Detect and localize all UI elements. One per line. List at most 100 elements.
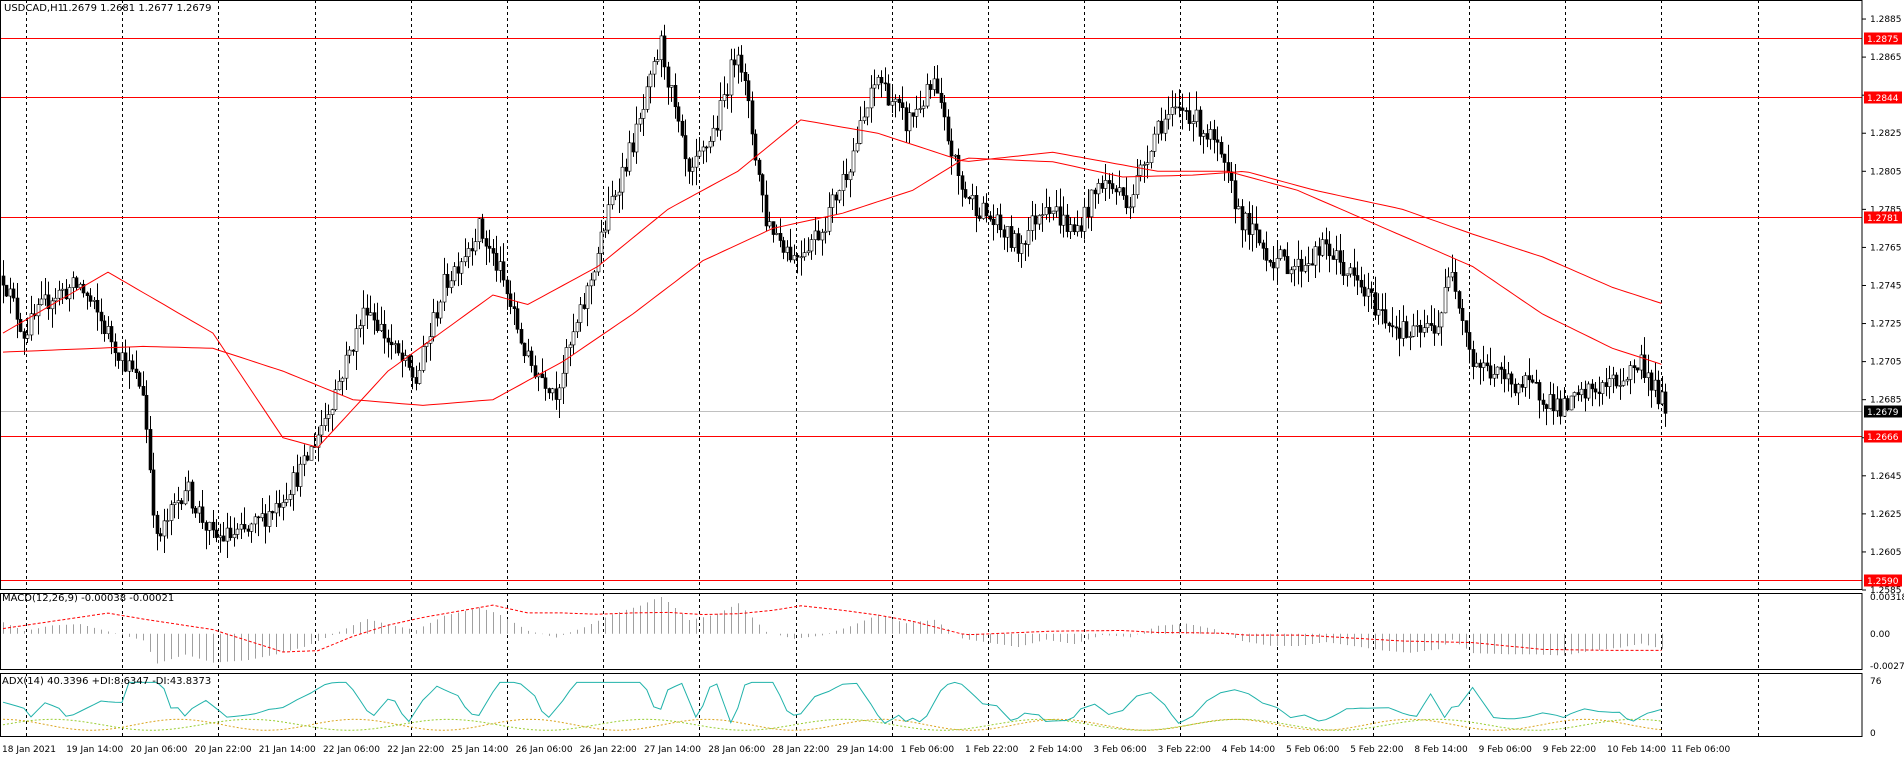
time-tick-label: 2 Feb 14:00 <box>1029 745 1083 755</box>
candle-body <box>1425 323 1430 329</box>
level-price-text: 1.2590 <box>1867 577 1899 587</box>
candle-body <box>1096 183 1101 195</box>
candle-body <box>67 287 72 300</box>
candle-body <box>1481 362 1486 368</box>
candle-body <box>550 388 555 394</box>
candle-body <box>431 312 436 337</box>
candle-body <box>53 297 58 302</box>
macd-tick-label: 0.00 <box>1870 630 1890 640</box>
time-tick-label: 3 Feb 22:00 <box>1158 745 1212 755</box>
candle-body <box>1362 286 1367 297</box>
price-panel[interactable]: 1.28851.28651.28451.28251.28051.27851.27… <box>0 0 1902 596</box>
candle-body <box>141 386 146 396</box>
candle-body <box>918 108 923 110</box>
candle-body <box>809 239 814 252</box>
candle-body <box>340 377 345 382</box>
candle-body <box>1093 189 1098 195</box>
candle-body <box>778 233 783 241</box>
candle-body <box>1254 223 1259 231</box>
candle-body <box>246 528 251 532</box>
candle-body <box>120 352 125 361</box>
candle-body <box>897 98 902 103</box>
candle-body <box>449 280 454 288</box>
candle-body <box>1660 391 1665 405</box>
candle-body <box>169 504 174 521</box>
candle-body <box>1019 243 1024 254</box>
candle-body <box>1149 150 1154 163</box>
candle-body <box>452 266 457 282</box>
candle-body <box>270 511 275 514</box>
candle-body <box>333 389 338 410</box>
candle-body <box>963 189 968 198</box>
candle-body <box>641 109 646 119</box>
macd-label: MACD(12,26,9) -0.00038 -0.00021 <box>2 593 174 604</box>
candle-body <box>421 346 426 371</box>
candle-body <box>1464 320 1469 333</box>
candle-body <box>764 194 769 227</box>
candle-body <box>1037 215 1042 225</box>
symbol-label: USDCAD,H1 <box>4 3 64 14</box>
candle-body <box>1422 327 1427 333</box>
candle-body <box>1320 239 1325 256</box>
candle-body <box>1030 215 1035 231</box>
candle-body <box>1632 365 1637 369</box>
candle-body <box>925 84 930 107</box>
candle-body <box>200 506 205 523</box>
time-axis: 18 Jan 2021 19 Jan 14:00 20 Jan 06:00 20 Ja… <box>2 745 1731 755</box>
candle-body <box>43 294 48 300</box>
candle-body <box>1306 263 1311 266</box>
candle-body <box>459 261 464 274</box>
panel-frame <box>0 673 1863 737</box>
candle-body <box>669 85 674 88</box>
candle-body <box>575 322 580 333</box>
time-tick-label: 28 Jan 22:00 <box>772 745 829 755</box>
candle-body <box>445 274 450 288</box>
candle-body <box>1653 379 1658 391</box>
candle-body <box>757 159 762 175</box>
candle-body <box>1614 374 1619 387</box>
candle-body <box>344 354 349 379</box>
candle-body <box>386 337 391 343</box>
candle-body <box>323 418 328 426</box>
candle-body <box>1138 164 1143 176</box>
candle-body <box>365 307 370 316</box>
candle-body <box>1604 382 1609 387</box>
candle-body <box>561 372 566 389</box>
candle-body <box>1075 225 1080 233</box>
candle-body <box>1121 187 1126 196</box>
candle-body <box>442 274 447 303</box>
candle-body <box>960 175 965 190</box>
macd-panel[interactable]: 0.00318 0.00 -0.00279 MACD(12,26,9) -0.000… <box>2 593 1904 672</box>
time-tick-label: 8 Feb 14:00 <box>1414 745 1468 755</box>
candle-body <box>512 306 517 309</box>
candle-body <box>1023 243 1028 245</box>
candle-body <box>127 360 132 372</box>
candle-body <box>946 116 951 142</box>
candle-body <box>1530 379 1535 383</box>
candle-body <box>701 146 706 152</box>
candle-body <box>872 84 877 89</box>
time-tick-label: 21 Jan 14:00 <box>259 745 316 755</box>
candle-body <box>214 529 219 538</box>
candle-body <box>319 425 324 436</box>
price-tick-label: 1.2825 <box>1870 129 1902 139</box>
candle-body <box>410 367 415 378</box>
candle-body <box>596 253 601 273</box>
candle-body <box>1474 362 1479 367</box>
candle-body <box>71 277 76 288</box>
candle-body <box>1625 379 1630 382</box>
candle-body <box>1194 109 1199 122</box>
candle-body <box>484 238 489 247</box>
candle-body <box>1324 239 1329 245</box>
candle-body <box>291 472 296 495</box>
candle-body <box>39 298 44 305</box>
candle-body <box>487 245 492 249</box>
adx-panel[interactable]: 76 0 ADX(14) 40.3396 +DI:8.6347 -DI:43.83… <box>2 673 1882 739</box>
candle-body <box>1100 183 1105 189</box>
candle-body <box>1478 362 1483 368</box>
candle-body <box>57 289 62 299</box>
candle-body <box>491 248 496 254</box>
time-tick-label: 5 Feb 22:00 <box>1350 745 1404 755</box>
candle-body <box>179 500 184 505</box>
